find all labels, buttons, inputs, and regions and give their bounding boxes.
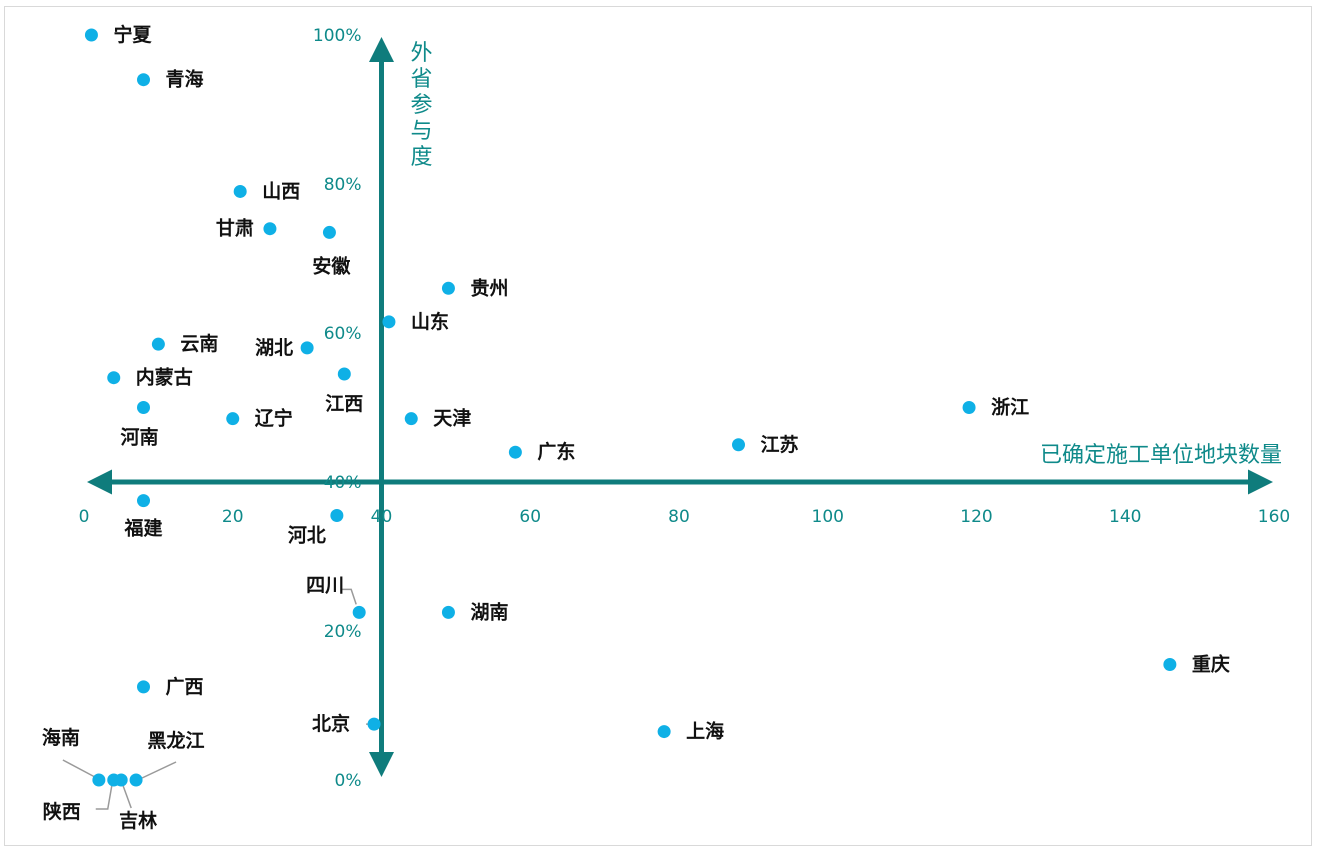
data-label: 甘肃 — [216, 217, 254, 240]
data-label: 山东 — [411, 310, 449, 333]
x-tick-label: 0 — [79, 507, 90, 527]
data-label: 广西 — [166, 675, 204, 698]
data-point[interactable] — [263, 222, 277, 236]
y-tick-label: 0% — [335, 771, 362, 791]
data-label: 贵州 — [470, 277, 508, 299]
data-point[interactable] — [226, 412, 240, 426]
data-label: 河南 — [120, 427, 158, 449]
data-label: 黑龙江 — [148, 729, 205, 752]
data-point[interactable] — [137, 494, 150, 508]
leader-line — [95, 785, 113, 810]
data-point[interactable] — [137, 73, 150, 87]
data-point[interactable] — [367, 717, 381, 731]
data-point[interactable] — [322, 225, 336, 239]
data-point[interactable] — [962, 401, 976, 414]
data-label: 河北 — [288, 525, 326, 547]
x-tick-label: 40 — [371, 507, 393, 527]
data-point[interactable] — [92, 773, 106, 787]
y-tick-label: 80% — [324, 175, 362, 195]
data-label: 青海 — [166, 68, 204, 91]
data-label: 陕西 — [43, 800, 81, 823]
chart-frame — [4, 6, 1312, 846]
x-tick-label: 140 — [1109, 507, 1141, 527]
y-tick-label: 20% — [324, 622, 362, 642]
data-label: 江苏 — [761, 433, 799, 456]
data-label: 四川 — [306, 574, 344, 596]
data-point[interactable] — [114, 773, 128, 787]
x-tick-label: 60 — [519, 507, 541, 527]
y-tick-label: 100% — [313, 26, 362, 46]
leader-line — [122, 785, 132, 809]
leader-line — [341, 588, 357, 605]
data-label: 重庆 — [1192, 653, 1230, 676]
data-label: 海南 — [42, 726, 80, 749]
data-label: 安徽 — [312, 254, 351, 277]
leader-line — [62, 759, 96, 778]
x-tick-label: 100 — [812, 507, 844, 527]
data-point[interactable] — [330, 509, 344, 523]
data-point[interactable] — [137, 680, 150, 694]
data-label: 天津 — [433, 407, 471, 430]
data-point[interactable] — [441, 281, 455, 295]
x-tick-label: 20 — [222, 507, 244, 527]
data-label: 北京 — [312, 712, 350, 735]
y-tick-label: 40% — [324, 473, 362, 493]
data-label: 吉林 — [119, 809, 157, 832]
data-point[interactable] — [404, 412, 418, 426]
data-label: 湖南 — [470, 601, 508, 623]
data-label: 福建 — [123, 517, 162, 540]
data-label: 山西 — [262, 180, 300, 202]
data-point[interactable] — [337, 367, 351, 381]
x-tick-label: 80 — [668, 507, 690, 527]
data-point[interactable] — [129, 773, 143, 787]
data-point[interactable] — [1163, 658, 1177, 672]
data-label: 内蒙古 — [136, 366, 193, 389]
data-point[interactable] — [441, 605, 455, 619]
data-label: 广东 — [537, 440, 575, 463]
data-point[interactable] — [107, 371, 121, 385]
y-axis-title: 外省参与度 — [410, 41, 432, 170]
data-point[interactable] — [657, 725, 671, 739]
data-label: 湖北 — [255, 337, 293, 359]
data-label: 江西 — [325, 393, 363, 415]
data-point[interactable] — [382, 315, 396, 329]
y-tick-label: 60% — [324, 324, 362, 344]
data-label: 上海 — [686, 720, 724, 743]
data-label: 辽宁 — [255, 407, 293, 430]
leader-line — [141, 761, 177, 779]
data-point[interactable] — [508, 445, 522, 459]
data-point[interactable] — [300, 341, 314, 355]
x-tick-label: 120 — [960, 507, 992, 527]
x-tick-label: 160 — [1258, 507, 1290, 527]
data-point[interactable] — [352, 605, 366, 619]
data-point[interactable] — [151, 337, 165, 351]
data-point[interactable] — [233, 184, 247, 198]
data-label: 浙江 — [991, 396, 1029, 419]
data-label: 云南 — [180, 333, 218, 355]
data-point[interactable] — [137, 401, 150, 414]
data-point[interactable] — [732, 438, 745, 452]
data-point[interactable] — [84, 28, 98, 42]
x-axis-title: 已确定施工单位地块数量 — [1040, 443, 1282, 468]
data-label: 宁夏 — [113, 23, 152, 46]
